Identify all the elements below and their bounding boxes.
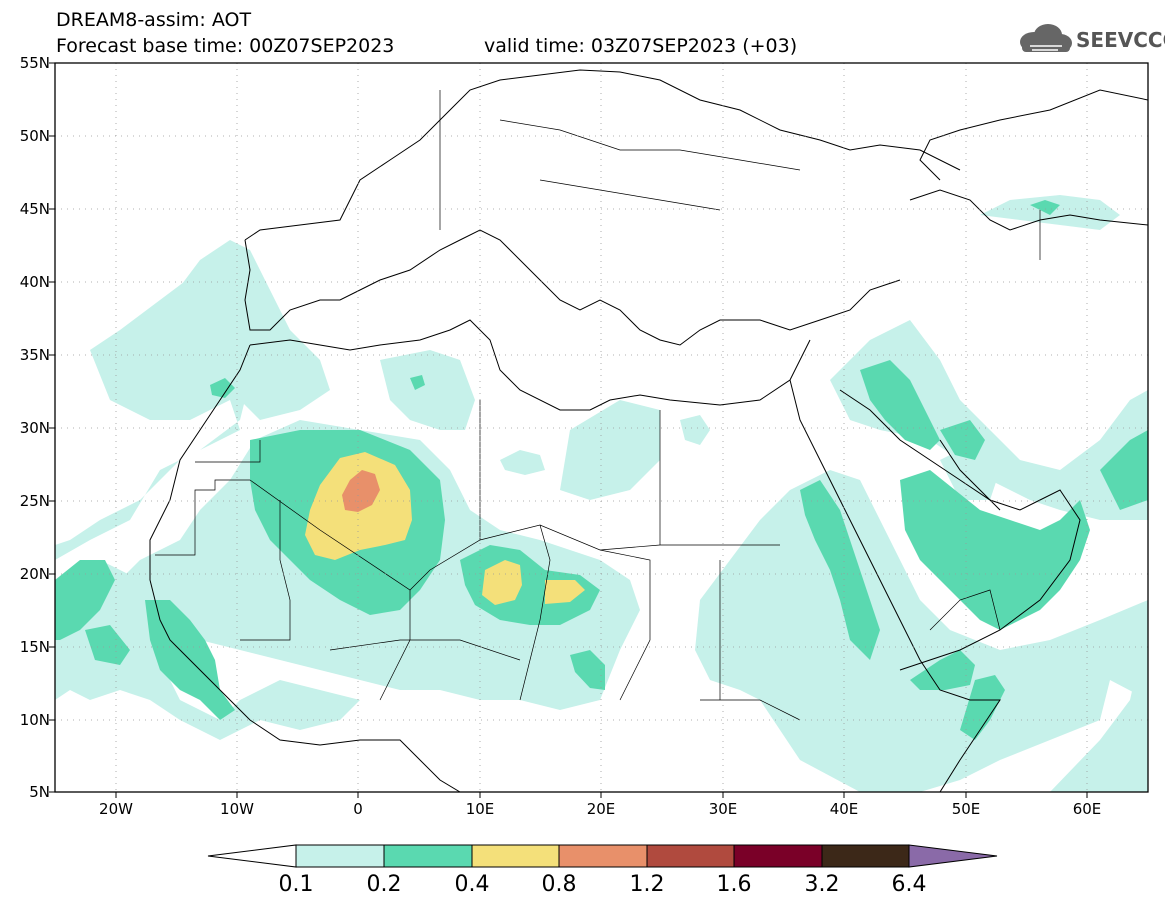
lat-label: 35N — [19, 346, 50, 364]
grid — [55, 63, 1148, 792]
colorbar-label: 6.4 — [891, 872, 927, 897]
aot-fields — [55, 63, 1148, 792]
lon-label: 20E — [586, 800, 616, 818]
aot-level-0.8 — [342, 470, 380, 512]
lat-label: 45N — [19, 200, 50, 218]
forecast-base-time: Forecast base time: 00Z07SEP2023 — [56, 35, 395, 57]
logo-text: SEEVCCC — [1076, 28, 1165, 52]
lat-label: 40N — [19, 273, 50, 291]
lon-label: 40E — [829, 800, 859, 818]
colorbar-label: 3.2 — [804, 872, 840, 897]
colorbar — [207, 844, 998, 868]
lon-label: 50E — [951, 800, 981, 818]
lat-label: 5N — [29, 783, 50, 801]
lat-label: 15N — [19, 638, 50, 656]
colorbar-label: 0.4 — [454, 872, 490, 897]
lon-label: 10W — [220, 800, 254, 818]
colorbar-bin-7 — [821, 844, 910, 868]
lon-label: 0 — [353, 800, 363, 818]
colorbar-under — [207, 844, 297, 868]
lon-label: 20W — [99, 800, 133, 818]
lon-label: 10E — [465, 800, 495, 818]
colorbar-over — [908, 844, 998, 868]
lat-label: 25N — [19, 492, 50, 510]
colorbar-label: 1.2 — [629, 872, 665, 897]
lat-label: 20N — [19, 565, 50, 583]
colorbar-bin-2 — [383, 844, 473, 868]
colorbar-bin-4 — [558, 844, 648, 868]
lat-label: 55N — [19, 54, 50, 72]
axis-ticks — [49, 62, 1088, 798]
lat-label: 10N — [19, 711, 50, 729]
colorbar-bin-5 — [646, 844, 735, 868]
lat-label: 50N — [19, 127, 50, 145]
colorbar-bin-1 — [295, 844, 385, 868]
country-borders — [155, 90, 1041, 721]
lon-label: 60E — [1072, 800, 1102, 818]
colorbar-label: 0.2 — [366, 872, 402, 897]
map-title: DREAM8-assim: AOT — [56, 9, 252, 31]
colorbar-label: 0.1 — [278, 872, 314, 897]
lon-label: 30E — [708, 800, 738, 818]
colorbar-label: 0.8 — [541, 872, 577, 897]
coastlines — [149, 69, 1148, 792]
valid-time: valid time: 03Z07SEP2023 (+03) — [484, 35, 798, 57]
colorbar-label: 1.6 — [716, 872, 752, 897]
colorbar-bin-6 — [733, 844, 823, 868]
colorbar-bin-3 — [471, 844, 560, 868]
cloud-logo-icon — [1020, 24, 1072, 52]
lat-label: 30N — [19, 419, 50, 437]
